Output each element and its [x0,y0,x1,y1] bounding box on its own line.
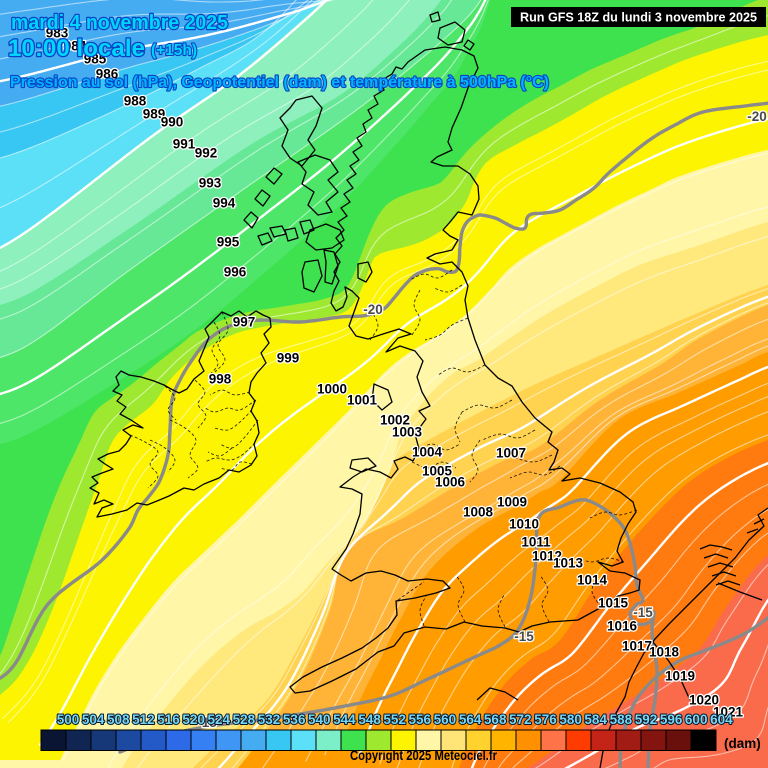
svg-text:1006: 1006 [435,475,466,490]
svg-text:1012: 1012 [532,549,562,564]
svg-text:-20: -20 [747,109,767,124]
svg-text:989: 989 [143,107,166,122]
svg-text:504: 504 [82,712,105,727]
svg-text:584: 584 [584,712,607,727]
svg-text:576: 576 [534,712,557,727]
svg-text:994: 994 [213,196,236,211]
svg-text:1008: 1008 [463,505,494,520]
svg-text:1002: 1002 [380,413,410,428]
svg-text:1000: 1000 [317,382,347,397]
svg-text:1020: 1020 [689,693,719,708]
svg-text:604: 604 [710,712,733,727]
svg-text:552: 552 [383,712,406,727]
svg-text:1005: 1005 [422,464,453,479]
svg-text:528: 528 [233,712,256,727]
svg-text:997: 997 [233,315,256,330]
svg-text:564: 564 [459,712,482,727]
svg-text:1013: 1013 [553,556,584,571]
svg-text:983: 983 [46,26,69,41]
svg-text:1010: 1010 [509,517,539,532]
svg-text:1001: 1001 [347,393,378,408]
svg-text:992: 992 [195,146,218,161]
svg-text:580: 580 [559,712,582,727]
svg-text:-20: -20 [363,302,383,317]
svg-text:1011: 1011 [521,535,551,550]
svg-text:592: 592 [635,712,658,727]
svg-text:10:00 locale: 10:00 locale [8,35,145,62]
svg-text:990: 990 [161,115,184,130]
svg-text:568: 568 [484,712,507,727]
svg-text:1019: 1019 [665,669,695,684]
svg-text:1018: 1018 [649,645,680,660]
svg-text:540: 540 [308,712,331,727]
svg-text:1021: 1021 [713,705,744,720]
svg-text:995: 995 [217,235,240,250]
svg-text:536: 536 [283,712,306,727]
svg-text:524: 524 [208,712,231,727]
svg-text:998: 998 [209,372,232,387]
svg-text:mardi 4 novembre 2025: mardi 4 novembre 2025 [11,12,228,34]
svg-text:556: 556 [409,712,432,727]
svg-text:520: 520 [182,712,205,727]
svg-text:1016: 1016 [607,619,638,634]
svg-text:-15: -15 [514,629,534,644]
svg-text:999: 999 [277,351,300,366]
svg-text:548: 548 [358,712,381,727]
svg-text:532: 532 [258,712,281,727]
svg-text:560: 560 [434,712,457,727]
svg-text:Run GFS 18Z du lundi 3 novembr: Run GFS 18Z du lundi 3 novembre 2025 [520,11,757,25]
svg-text:516: 516 [157,712,180,727]
svg-text:1007: 1007 [496,446,526,461]
svg-text:-15: -15 [197,715,217,730]
svg-text:500: 500 [57,712,80,727]
svg-text:(+15h): (+15h) [151,42,197,59]
svg-text:1014: 1014 [577,573,608,588]
svg-text:1004: 1004 [412,445,443,460]
svg-text:(dam): (dam) [724,736,761,751]
svg-text:993: 993 [199,176,222,191]
svg-text:508: 508 [107,712,130,727]
svg-text:Pression au sol (hPa), Geopote: Pression au sol (hPa), Geopotentiel (dam… [10,74,549,91]
svg-text:988: 988 [124,94,147,109]
svg-text:996: 996 [224,265,247,280]
svg-text:Copyright 2025 Meteociel.fr: Copyright 2025 Meteociel.fr [350,748,498,763]
svg-text:986: 986 [96,67,119,82]
svg-text:1017: 1017 [622,639,652,654]
svg-text:1009: 1009 [497,495,527,510]
svg-text:984: 984 [64,39,87,54]
svg-text:991: 991 [173,137,196,152]
svg-text:596: 596 [660,712,683,727]
svg-text:1015: 1015 [598,596,629,611]
svg-text:-15: -15 [633,605,653,620]
svg-text:544: 544 [333,712,356,727]
svg-text:512: 512 [132,712,155,727]
svg-text:588: 588 [610,712,633,727]
svg-text:985: 985 [84,52,107,67]
svg-text:1003: 1003 [392,425,423,440]
svg-text:572: 572 [509,712,532,727]
svg-text:600: 600 [685,712,708,727]
